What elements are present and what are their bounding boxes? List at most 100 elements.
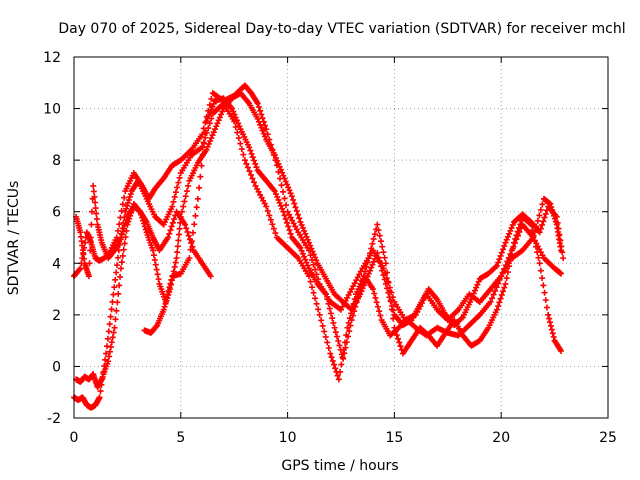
data-point (202, 134, 209, 141)
data-point (293, 207, 300, 214)
data-point (539, 201, 546, 208)
data-point (247, 171, 254, 178)
y-tick-label: 6 (52, 205, 61, 221)
data-point (287, 230, 294, 237)
data-point (534, 217, 541, 224)
data-point (171, 216, 178, 223)
data-point (151, 256, 158, 263)
data-point (176, 225, 183, 232)
data-point (121, 240, 128, 247)
data-point (119, 201, 126, 208)
data-point (506, 263, 513, 270)
data-point (334, 372, 341, 379)
data-point (547, 322, 554, 329)
data-point (166, 230, 173, 237)
data-point (541, 289, 548, 296)
data-point (169, 272, 176, 279)
data-point (127, 191, 134, 198)
data-point (369, 240, 376, 247)
data-point (337, 346, 344, 353)
data-point (272, 230, 279, 237)
data-point (370, 235, 377, 242)
data-point (167, 227, 174, 234)
data-point (387, 298, 394, 305)
data-point (392, 328, 399, 335)
data-point (376, 308, 383, 315)
data-point (164, 294, 171, 301)
data-point (517, 221, 524, 228)
data-point (183, 188, 190, 195)
data-point (116, 282, 123, 289)
data-point (153, 323, 160, 330)
data-point (372, 294, 379, 301)
data-point (332, 329, 339, 336)
data-point (536, 229, 543, 236)
data-point (106, 353, 113, 360)
y-tick-label: -2 (47, 411, 61, 427)
data-point (112, 316, 119, 323)
data-point (319, 322, 326, 329)
data-point (152, 261, 159, 268)
data-point (332, 365, 339, 372)
data-point (536, 260, 543, 267)
data-point (530, 232, 537, 239)
data-point (194, 195, 201, 202)
data-point (380, 272, 387, 279)
data-point (555, 225, 562, 232)
data-point (542, 210, 549, 217)
data-point (185, 182, 192, 189)
data-point (511, 239, 518, 246)
data-point (501, 284, 508, 291)
data-point (121, 194, 128, 201)
data-point (175, 179, 182, 186)
series-trace-5 (141, 90, 567, 336)
data-point (368, 245, 375, 252)
data-point (513, 232, 520, 239)
data-point (115, 290, 122, 297)
data-point (171, 263, 178, 270)
data-point (310, 289, 317, 296)
data-point (208, 95, 215, 102)
data-point (205, 125, 212, 132)
data-point (170, 268, 177, 275)
data-point (377, 263, 384, 270)
data-point (341, 350, 348, 357)
data-point (288, 193, 295, 200)
data-point (191, 221, 198, 228)
y-tick-label: 10 (43, 102, 61, 118)
data-point (554, 219, 561, 226)
data-point (169, 203, 176, 210)
data-point (371, 231, 378, 238)
data-point (251, 179, 258, 186)
data-point (381, 254, 388, 261)
data-point (255, 104, 262, 111)
data-point (280, 188, 287, 195)
data-point (267, 216, 274, 223)
data-point (119, 252, 126, 259)
data-point (346, 328, 353, 335)
data-point (192, 212, 199, 219)
data-point (117, 273, 124, 280)
y-tick-label: 8 (52, 153, 61, 169)
x-tick-label: 10 (279, 430, 297, 446)
data-point (496, 276, 503, 283)
data-point (338, 361, 345, 368)
data-point (109, 334, 116, 341)
data-point (495, 280, 502, 287)
data-point (199, 131, 206, 138)
data-point (326, 305, 333, 312)
data-point (188, 240, 195, 247)
data-point (330, 361, 337, 368)
data-point (241, 157, 248, 164)
data-point (155, 276, 162, 283)
data-point (263, 203, 270, 210)
data-points (71, 82, 567, 411)
data-point (492, 287, 499, 294)
data-point (243, 160, 250, 167)
data-point (393, 332, 400, 339)
data-point (323, 291, 330, 298)
data-point (490, 291, 497, 298)
data-point (384, 285, 391, 292)
y-axis-label: SDTVAR / TECUs (6, 181, 22, 296)
data-point (153, 266, 160, 273)
